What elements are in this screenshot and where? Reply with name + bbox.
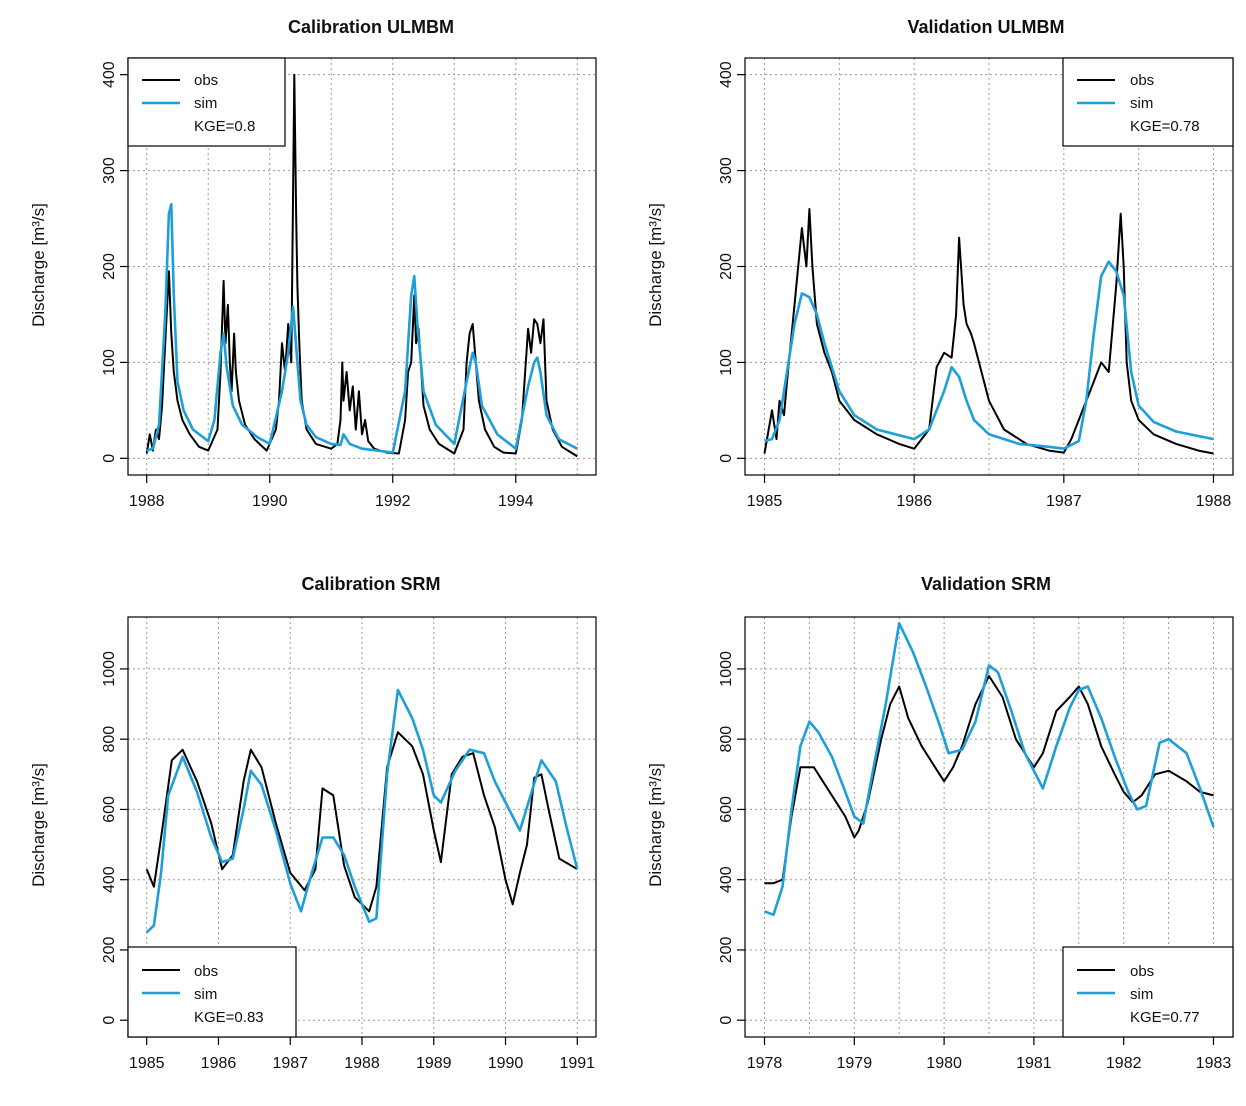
- plot-area: 1985 1986 1987 1988 0 100 200 300 400: [718, 57, 1234, 510]
- legend-sim-label: sim: [1130, 986, 1153, 1003]
- legend-box: [127, 946, 297, 1038]
- legend-obs-label: obs: [1130, 72, 1154, 89]
- x-tick-label: 1988: [1196, 493, 1232, 510]
- x-tick-label: 1979: [837, 1055, 873, 1072]
- panel-calibration-srm: Calibration SRM Discharge [m³/s] 1985 198…: [29, 574, 597, 1072]
- legend-kge-label: KGE=0.78: [1130, 118, 1200, 135]
- x-tick-label: 1986: [201, 1055, 237, 1072]
- x-tick-label: 1987: [1046, 493, 1082, 510]
- panel-title: Calibration SRM: [301, 574, 440, 594]
- y-axis-label: Discharge [m³/s]: [646, 763, 665, 887]
- series-line-sim: [146, 202, 578, 454]
- y-tick-label: 200: [101, 936, 118, 963]
- legend: obs sim KGE=0.83: [127, 946, 297, 1038]
- y-tick-label: 400: [101, 866, 118, 893]
- panel-validation-srm: Validation SRM Discharge [m³/s] 1978 1979…: [646, 574, 1234, 1072]
- panel-title: Calibration ULMBM: [288, 17, 454, 37]
- panel-calibration-ulmbm: Calibration ULMBM Discharge [m³/s] 1988 1…: [29, 17, 597, 510]
- x-tick-label: 1981: [1016, 1055, 1052, 1072]
- series-line-obs: [145, 73, 578, 458]
- legend-sim-label: sim: [1130, 95, 1153, 112]
- y-tick-label: 200: [718, 253, 735, 280]
- x-tick-label: 1988: [344, 1055, 380, 1072]
- x-tick-label: 1985: [129, 1055, 165, 1072]
- legend: obs sim KGE=0.77: [1062, 946, 1234, 1038]
- y-tick-label: 200: [718, 936, 735, 963]
- panel-title: Validation SRM: [921, 574, 1051, 594]
- legend-sim-label: sim: [194, 95, 217, 112]
- y-tick-label: 0: [101, 454, 118, 463]
- y-tick-label: 1000: [718, 651, 735, 687]
- series-line-obs: [764, 675, 1214, 885]
- y-tick-label: 800: [718, 726, 735, 753]
- y-tick-label: 400: [101, 61, 118, 88]
- y-tick-label: 100: [101, 349, 118, 376]
- y-tick-label: 0: [101, 1016, 118, 1025]
- y-tick-label: 600: [718, 796, 735, 823]
- legend-kge-label: KGE=0.8: [194, 118, 255, 135]
- y-axis-label: Discharge [m³/s]: [29, 203, 48, 327]
- x-tick-label: 1988: [129, 493, 165, 510]
- x-tick-label: 1994: [498, 493, 534, 510]
- legend: obs sim KGE=0.8: [127, 57, 286, 147]
- legend-obs-label: obs: [194, 72, 218, 89]
- y-tick-label: 800: [101, 726, 118, 753]
- y-tick-label: 300: [718, 157, 735, 184]
- x-tick-label: 1992: [375, 493, 411, 510]
- legend-obs-label: obs: [194, 963, 218, 980]
- y-tick-label: 100: [718, 349, 735, 376]
- x-tick-label: 1990: [252, 493, 288, 510]
- legend-obs-label: obs: [1130, 963, 1154, 980]
- series-line-sim: [145, 688, 579, 934]
- x-tick-label: 1978: [747, 1055, 783, 1072]
- x-tick-label: 1987: [272, 1055, 308, 1072]
- x-tick-label: 1991: [559, 1055, 595, 1072]
- y-axis-label: Discharge [m³/s]: [646, 203, 665, 327]
- y-axis-label: Discharge [m³/s]: [29, 763, 48, 887]
- x-tick-label: 1982: [1106, 1055, 1142, 1072]
- plot-area: 1988 1990 1992 1994 0 100 200 300 400: [101, 57, 597, 510]
- y-tick-label: 0: [718, 1016, 735, 1025]
- x-tick-label: 1983: [1196, 1055, 1232, 1072]
- y-tick-label: 200: [101, 253, 118, 280]
- legend-sim-label: sim: [194, 986, 217, 1003]
- legend-kge-label: KGE=0.77: [1130, 1009, 1200, 1026]
- panel-title: Validation ULMBM: [908, 17, 1065, 37]
- x-tick-label: 1990: [488, 1055, 524, 1072]
- x-tick-label: 1980: [926, 1055, 962, 1072]
- series-line-sim: [764, 260, 1214, 451]
- legend: obs sim KGE=0.78: [1062, 57, 1234, 147]
- series-line-sim: [764, 621, 1215, 917]
- x-tick-label: 1985: [747, 493, 783, 510]
- y-tick-label: 400: [718, 61, 735, 88]
- y-tick-label: 600: [101, 796, 118, 823]
- series-line-obs: [763, 208, 1214, 455]
- series-line-obs: [145, 731, 578, 913]
- plot-frame: [744, 616, 1234, 1038]
- panel-validation-ulmbm: Validation ULMBM Discharge [m³/s] 1985 19…: [646, 17, 1234, 510]
- legend-kge-label: KGE=0.83: [194, 1009, 264, 1026]
- x-tick-label: 1986: [896, 493, 932, 510]
- y-tick-label: 0: [718, 454, 735, 463]
- plot-area: 1985 1986 1987 1988 1989 1990 1991 0 200 400 600 80…: [101, 616, 597, 1072]
- x-tick-label: 1989: [416, 1055, 452, 1072]
- y-tick-label: 1000: [101, 651, 118, 687]
- y-tick-label: 400: [718, 866, 735, 893]
- y-tick-label: 300: [101, 157, 118, 184]
